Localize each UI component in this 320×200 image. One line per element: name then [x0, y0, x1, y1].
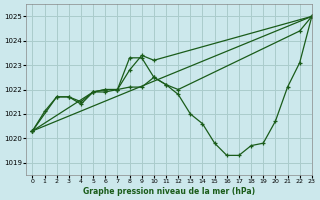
X-axis label: Graphe pression niveau de la mer (hPa): Graphe pression niveau de la mer (hPa) — [83, 187, 255, 196]
